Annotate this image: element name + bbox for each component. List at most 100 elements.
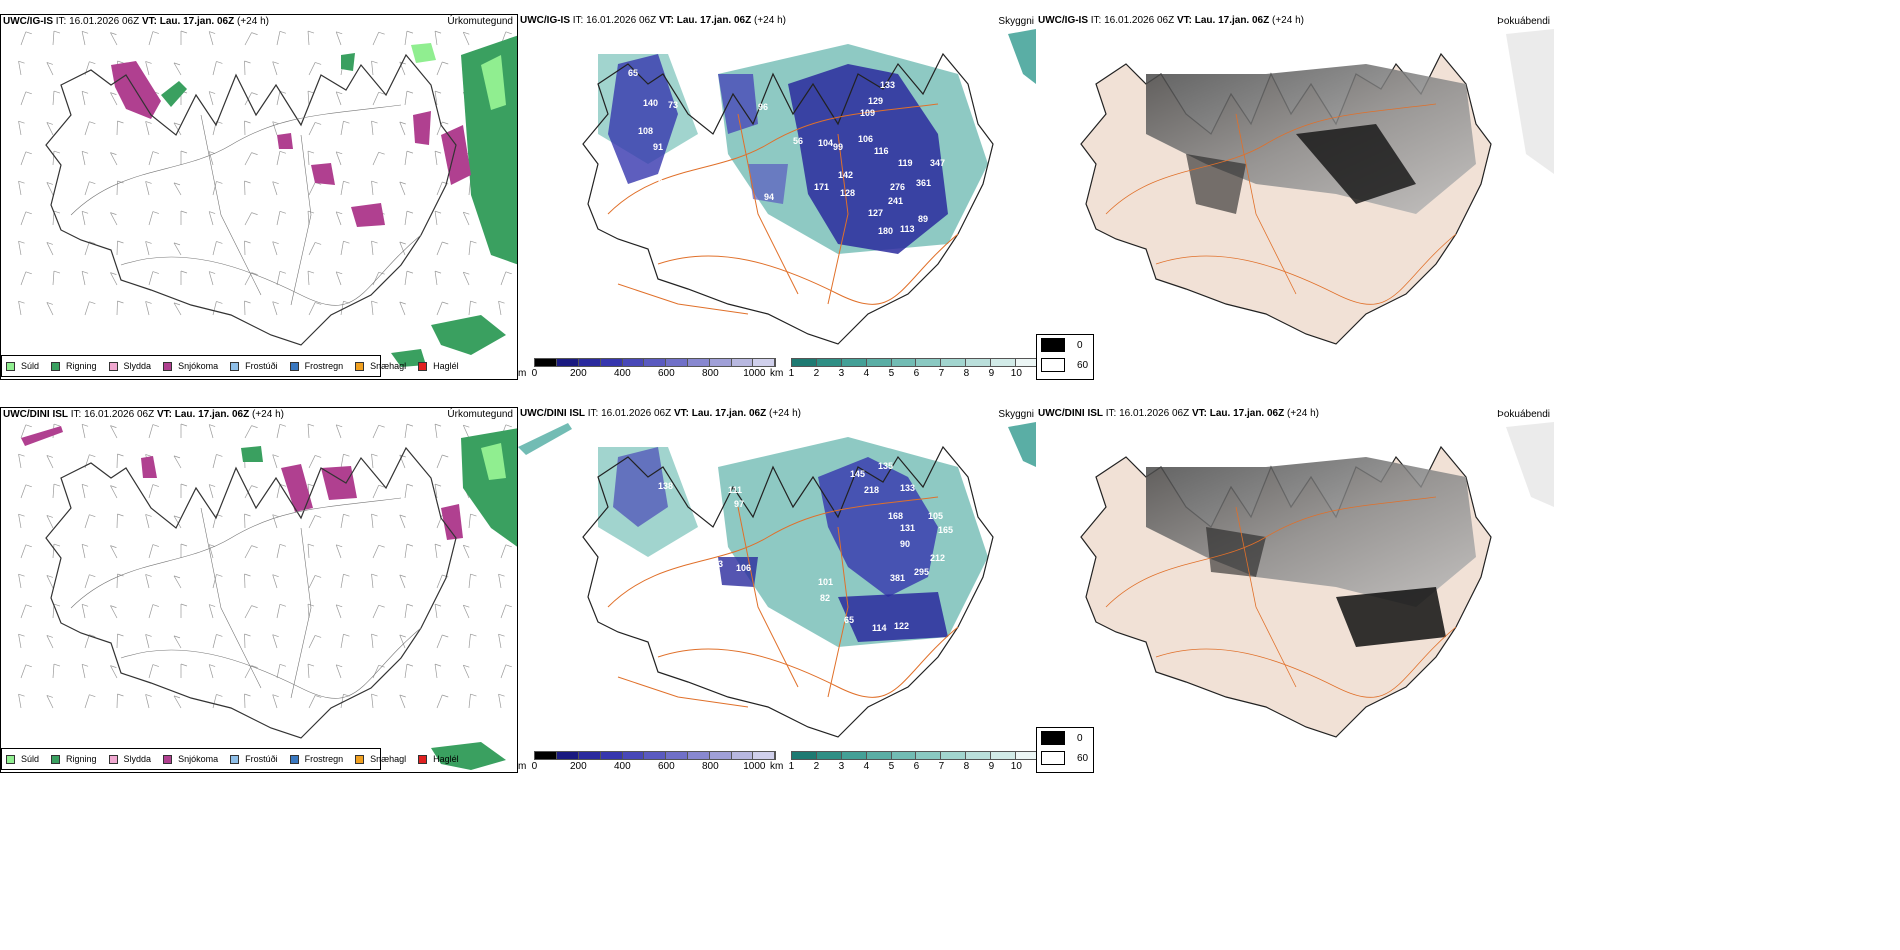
wind-barb [81,604,86,619]
wind-barb-tick [216,301,223,304]
scale-swatch [891,752,917,759]
scale-swatch [1015,359,1036,366]
scale-unit: m [518,761,527,772]
wind-barb [335,271,342,286]
wind-barb-tick [406,270,414,274]
wind-barb [404,604,408,619]
wind-barb-tick [173,635,181,639]
wind-barb-tick [209,91,216,94]
scale-swatch [817,359,842,366]
wind-barb [145,301,150,316]
wind-barb-tick [434,210,442,214]
cloud-visibility-panel: 65 140 73 108 91 86 96 56 104 99 106 133 129 109 116 11… [518,14,1036,380]
legend-swatch [230,754,240,764]
wind-barb-tick [470,300,477,304]
panel-header: UWC/DINI ISL IT: 16.01.2026 06Z VT: Lau.… [3,409,284,420]
wind-barb-tick [209,151,216,154]
wind-barb-tick [251,152,258,155]
wind-barb-tick [371,120,378,124]
wind-barb [81,424,86,439]
scale-tick-label: 1 [788,761,795,772]
wind-barb-tick [315,302,322,305]
wind-barb [212,241,217,256]
wind-barb [371,634,374,649]
wind-barb [81,484,86,499]
wind-barb-tick [343,180,350,184]
rain-areas [161,35,517,367]
scale-tick-label: 10 [1010,761,1022,772]
wind-barb-tick [110,425,117,428]
panel-header: UWC/IG-IS IT: 16.01.2026 06Z VT: Lau. 17… [520,15,786,26]
wind-barb [498,694,502,709]
wind-barb-tick [89,121,96,125]
wind-barb [276,484,281,499]
wind-barb-tick [110,32,117,35]
scale-tick-label: 0 [531,761,538,772]
wind-barb-tick [117,573,124,577]
wind-barb-tick [117,180,124,184]
wind-barb-tick [463,271,470,275]
iceland-coastline [45,53,457,346]
wind-barb-tick [152,211,159,214]
wind-barb [110,425,118,439]
wind-barb [276,31,281,46]
scale-swatch [644,752,667,759]
cloud-base-label: 108 [638,126,653,136]
cloud-base-label: 218 [864,485,879,495]
cloud-base-label: 171 [814,182,829,192]
wind-barb-tick [505,424,512,428]
wind-barb [468,301,471,316]
wind-barb-tick [307,603,315,607]
cloud-base-label: 122 [894,621,909,631]
wind-barb [462,272,470,286]
wind-barb-tick [180,423,188,427]
wind-barb-tick [216,574,223,577]
wind-barb-tick [399,61,406,65]
wind-barb-tick [505,271,512,275]
wind-barb [145,694,150,709]
wind-barb [399,61,406,76]
wind-barb [208,424,214,439]
scale-tick-label: 9 [988,368,995,379]
wind-barb-tick [81,210,89,214]
wind-barb-tick [307,90,315,94]
wind-barb [208,544,214,559]
cloud-base-label: 90 [900,539,910,549]
wind-barb-tick [25,151,32,155]
wind-barb [434,424,438,439]
panel-title: Þokuábendi [1497,16,1550,27]
precip-type-panel: UWC/DINI ISL IT: 16.01.2026 06Z VT: Lau.… [0,407,518,773]
wind-barb-tick [371,60,378,64]
wind-barb-tick [53,543,61,547]
wind-barb [84,121,90,136]
wind-barb [307,604,310,619]
wind-barb-tick [272,121,279,125]
wind-barb [436,694,443,709]
wind-barb [173,182,182,196]
wind-barb [335,211,342,226]
wind-barb [212,574,217,589]
wind-barb [434,151,438,166]
panel-title: Skyggni [998,409,1034,420]
cloud-base-label: 119 [898,158,913,168]
cloud-base-label: 114 [872,623,887,633]
wind-barb [434,31,438,46]
wind-barb-tick [442,574,449,578]
wind-barb-tick [25,211,32,215]
wind-barb-tick [434,423,442,427]
wind-barb-tick [434,90,442,94]
wind-barb [436,454,443,469]
wind-barb-tick [89,634,96,638]
wind-barb [20,484,27,499]
legend-swatch [289,361,299,371]
wind-barb-tick [89,181,96,185]
wind-barb [404,271,408,286]
wind-barb-tick [442,181,449,185]
scale-swatch [578,752,601,759]
wind-barb-tick [18,240,25,244]
wind-barb [145,181,150,196]
wind-barb-tick [251,425,258,428]
wind-barb [371,514,374,529]
wind-barb-tick [434,270,442,274]
wind-barb [371,121,374,136]
